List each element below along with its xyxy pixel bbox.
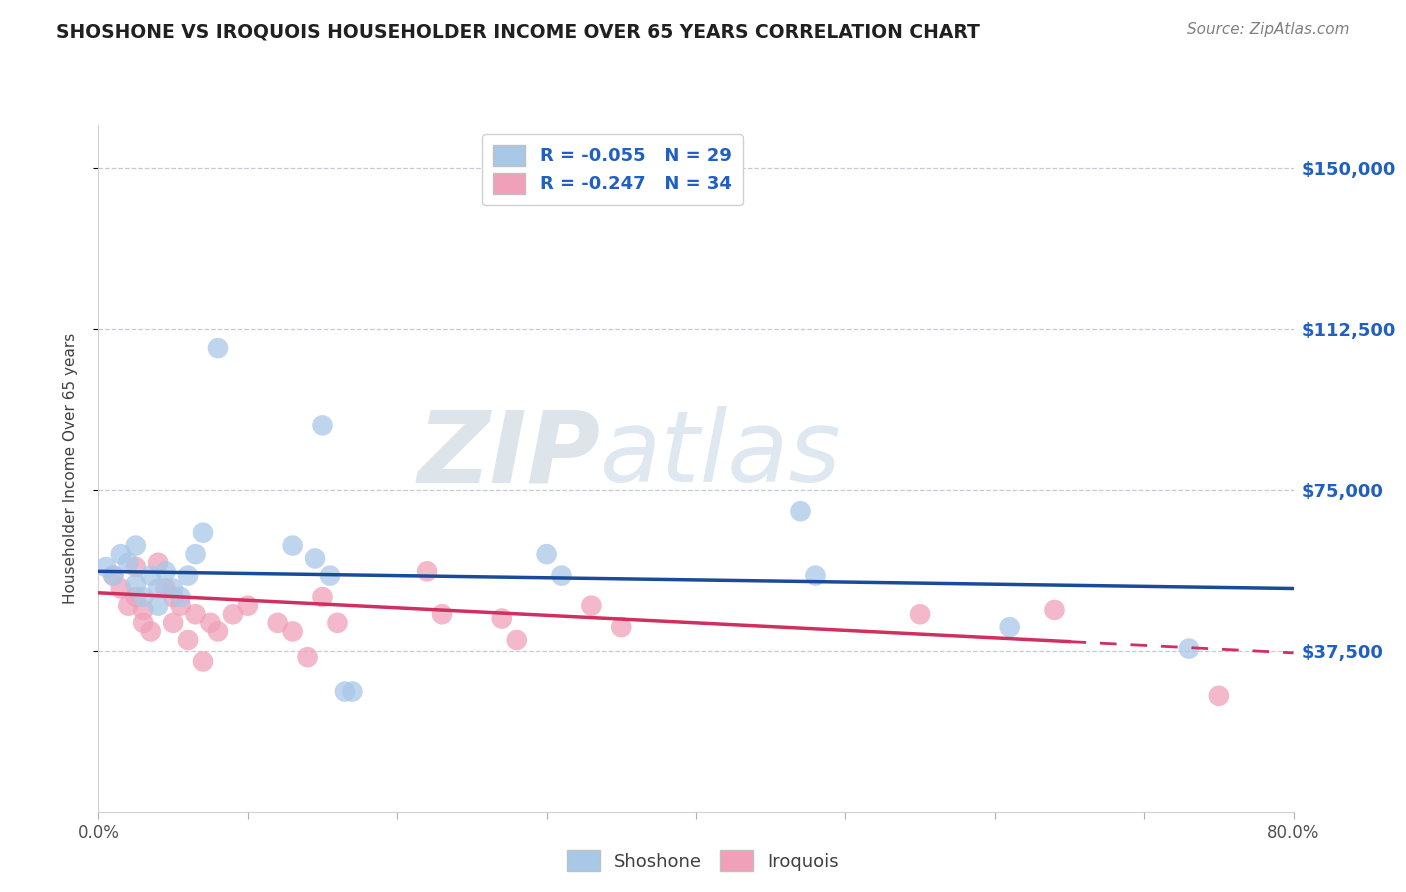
Point [177,633,200,648]
Point [430,607,453,622]
Point [297,650,319,665]
Point [132,590,155,604]
Point [1178,641,1201,656]
Point [1208,689,1230,703]
Point [125,577,148,591]
Point [326,615,349,630]
Point [333,684,356,698]
Point [311,590,333,604]
Point [139,624,162,639]
Point [342,684,364,698]
Point [169,599,191,613]
Point [281,539,304,553]
Point [132,603,155,617]
Point [162,615,184,630]
Point [550,568,572,582]
Point [139,568,162,582]
Point [132,615,155,630]
Point [162,590,184,604]
Y-axis label: Householder Income Over 65 years: Householder Income Over 65 years [63,333,77,604]
Point [998,620,1021,634]
Point [125,539,148,553]
Point [491,611,513,625]
Point [103,568,125,582]
Point [177,568,200,582]
Point [110,547,132,561]
Point [200,615,222,630]
Point [416,564,439,578]
Point [908,607,931,622]
Point [148,556,170,570]
Point [536,547,558,561]
Legend: R = -0.055   N = 29, R = -0.247   N = 34: R = -0.055 N = 29, R = -0.247 N = 34 [482,134,742,204]
Point [804,568,827,582]
Point [281,624,304,639]
Text: SHOSHONE VS IROQUOIS HOUSEHOLDER INCOME OVER 65 YEARS CORRELATION CHART: SHOSHONE VS IROQUOIS HOUSEHOLDER INCOME … [56,22,980,41]
Point [506,633,529,648]
Point [304,551,326,566]
Point [148,582,170,596]
Point [117,556,139,570]
Point [267,615,290,630]
Legend: Shoshone, Iroquois: Shoshone, Iroquois [560,843,846,879]
Text: ZIP: ZIP [418,406,600,503]
Point [222,607,245,622]
Point [581,599,603,613]
Point [789,504,811,518]
Point [110,582,132,596]
Point [125,560,148,574]
Point [207,341,229,355]
Point [207,624,229,639]
Point [155,564,177,578]
Point [610,620,633,634]
Point [125,590,148,604]
Point [236,599,259,613]
Point [1043,603,1066,617]
Point [319,568,342,582]
Point [103,568,125,582]
Point [184,547,207,561]
Point [191,525,214,540]
Text: Source: ZipAtlas.com: Source: ZipAtlas.com [1187,22,1350,37]
Point [94,560,117,574]
Point [155,582,177,596]
Text: atlas: atlas [600,406,842,503]
Point [191,655,214,669]
Point [169,590,191,604]
Point [184,607,207,622]
Point [311,418,333,433]
Point [162,582,184,596]
Point [117,599,139,613]
Point [148,599,170,613]
